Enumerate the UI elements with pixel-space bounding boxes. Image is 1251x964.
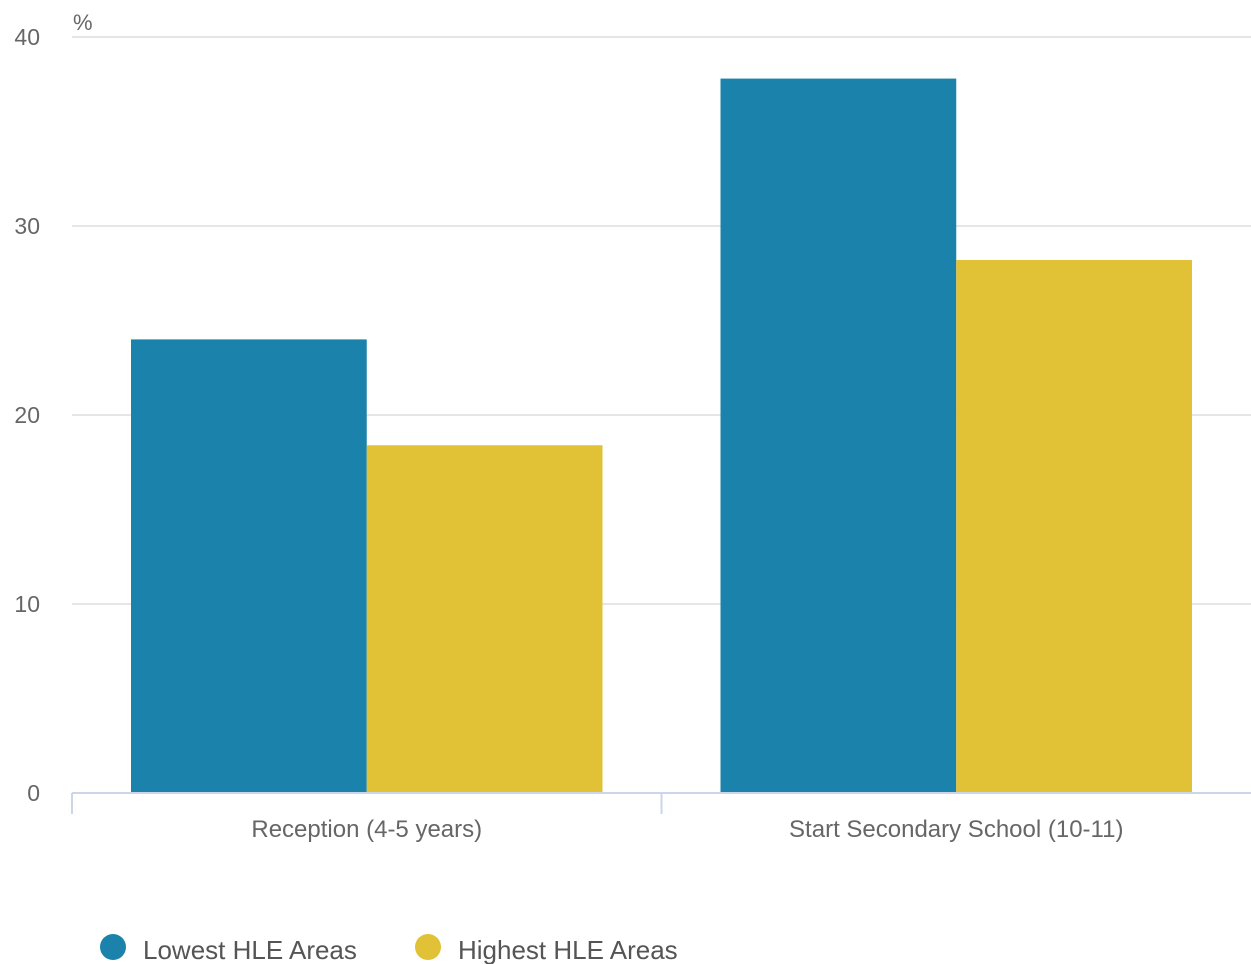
legend-label: Highest HLE Areas <box>458 935 678 964</box>
y-tick-label: 20 <box>14 402 40 428</box>
legend-marker <box>100 934 126 960</box>
bars <box>131 78 1192 793</box>
x-axis: Reception (4-5 years) Start Secondary Sch… <box>71 792 1251 843</box>
bar <box>956 260 1192 793</box>
legend-label: Lowest HLE Areas <box>143 935 357 964</box>
y-tick-label: 0 <box>27 780 40 806</box>
y-axis-tick-labels: 0 10 20 30 40 <box>14 24 40 806</box>
y-tick-label: 30 <box>14 213 40 239</box>
y-tick-label: 10 <box>14 591 40 617</box>
y-tick-label: 40 <box>14 24 40 50</box>
bar <box>366 445 603 793</box>
bar <box>131 339 367 793</box>
bar <box>720 78 957 793</box>
x-tick-label: Start Secondary School (10-11) <box>789 816 1123 843</box>
legend-marker <box>415 934 441 960</box>
y-axis-unit-label: % <box>73 10 93 35</box>
x-tick-label: Reception (4-5 years) <box>251 816 482 843</box>
legend: Lowest HLE Areas Highest HLE Areas <box>100 934 678 964</box>
